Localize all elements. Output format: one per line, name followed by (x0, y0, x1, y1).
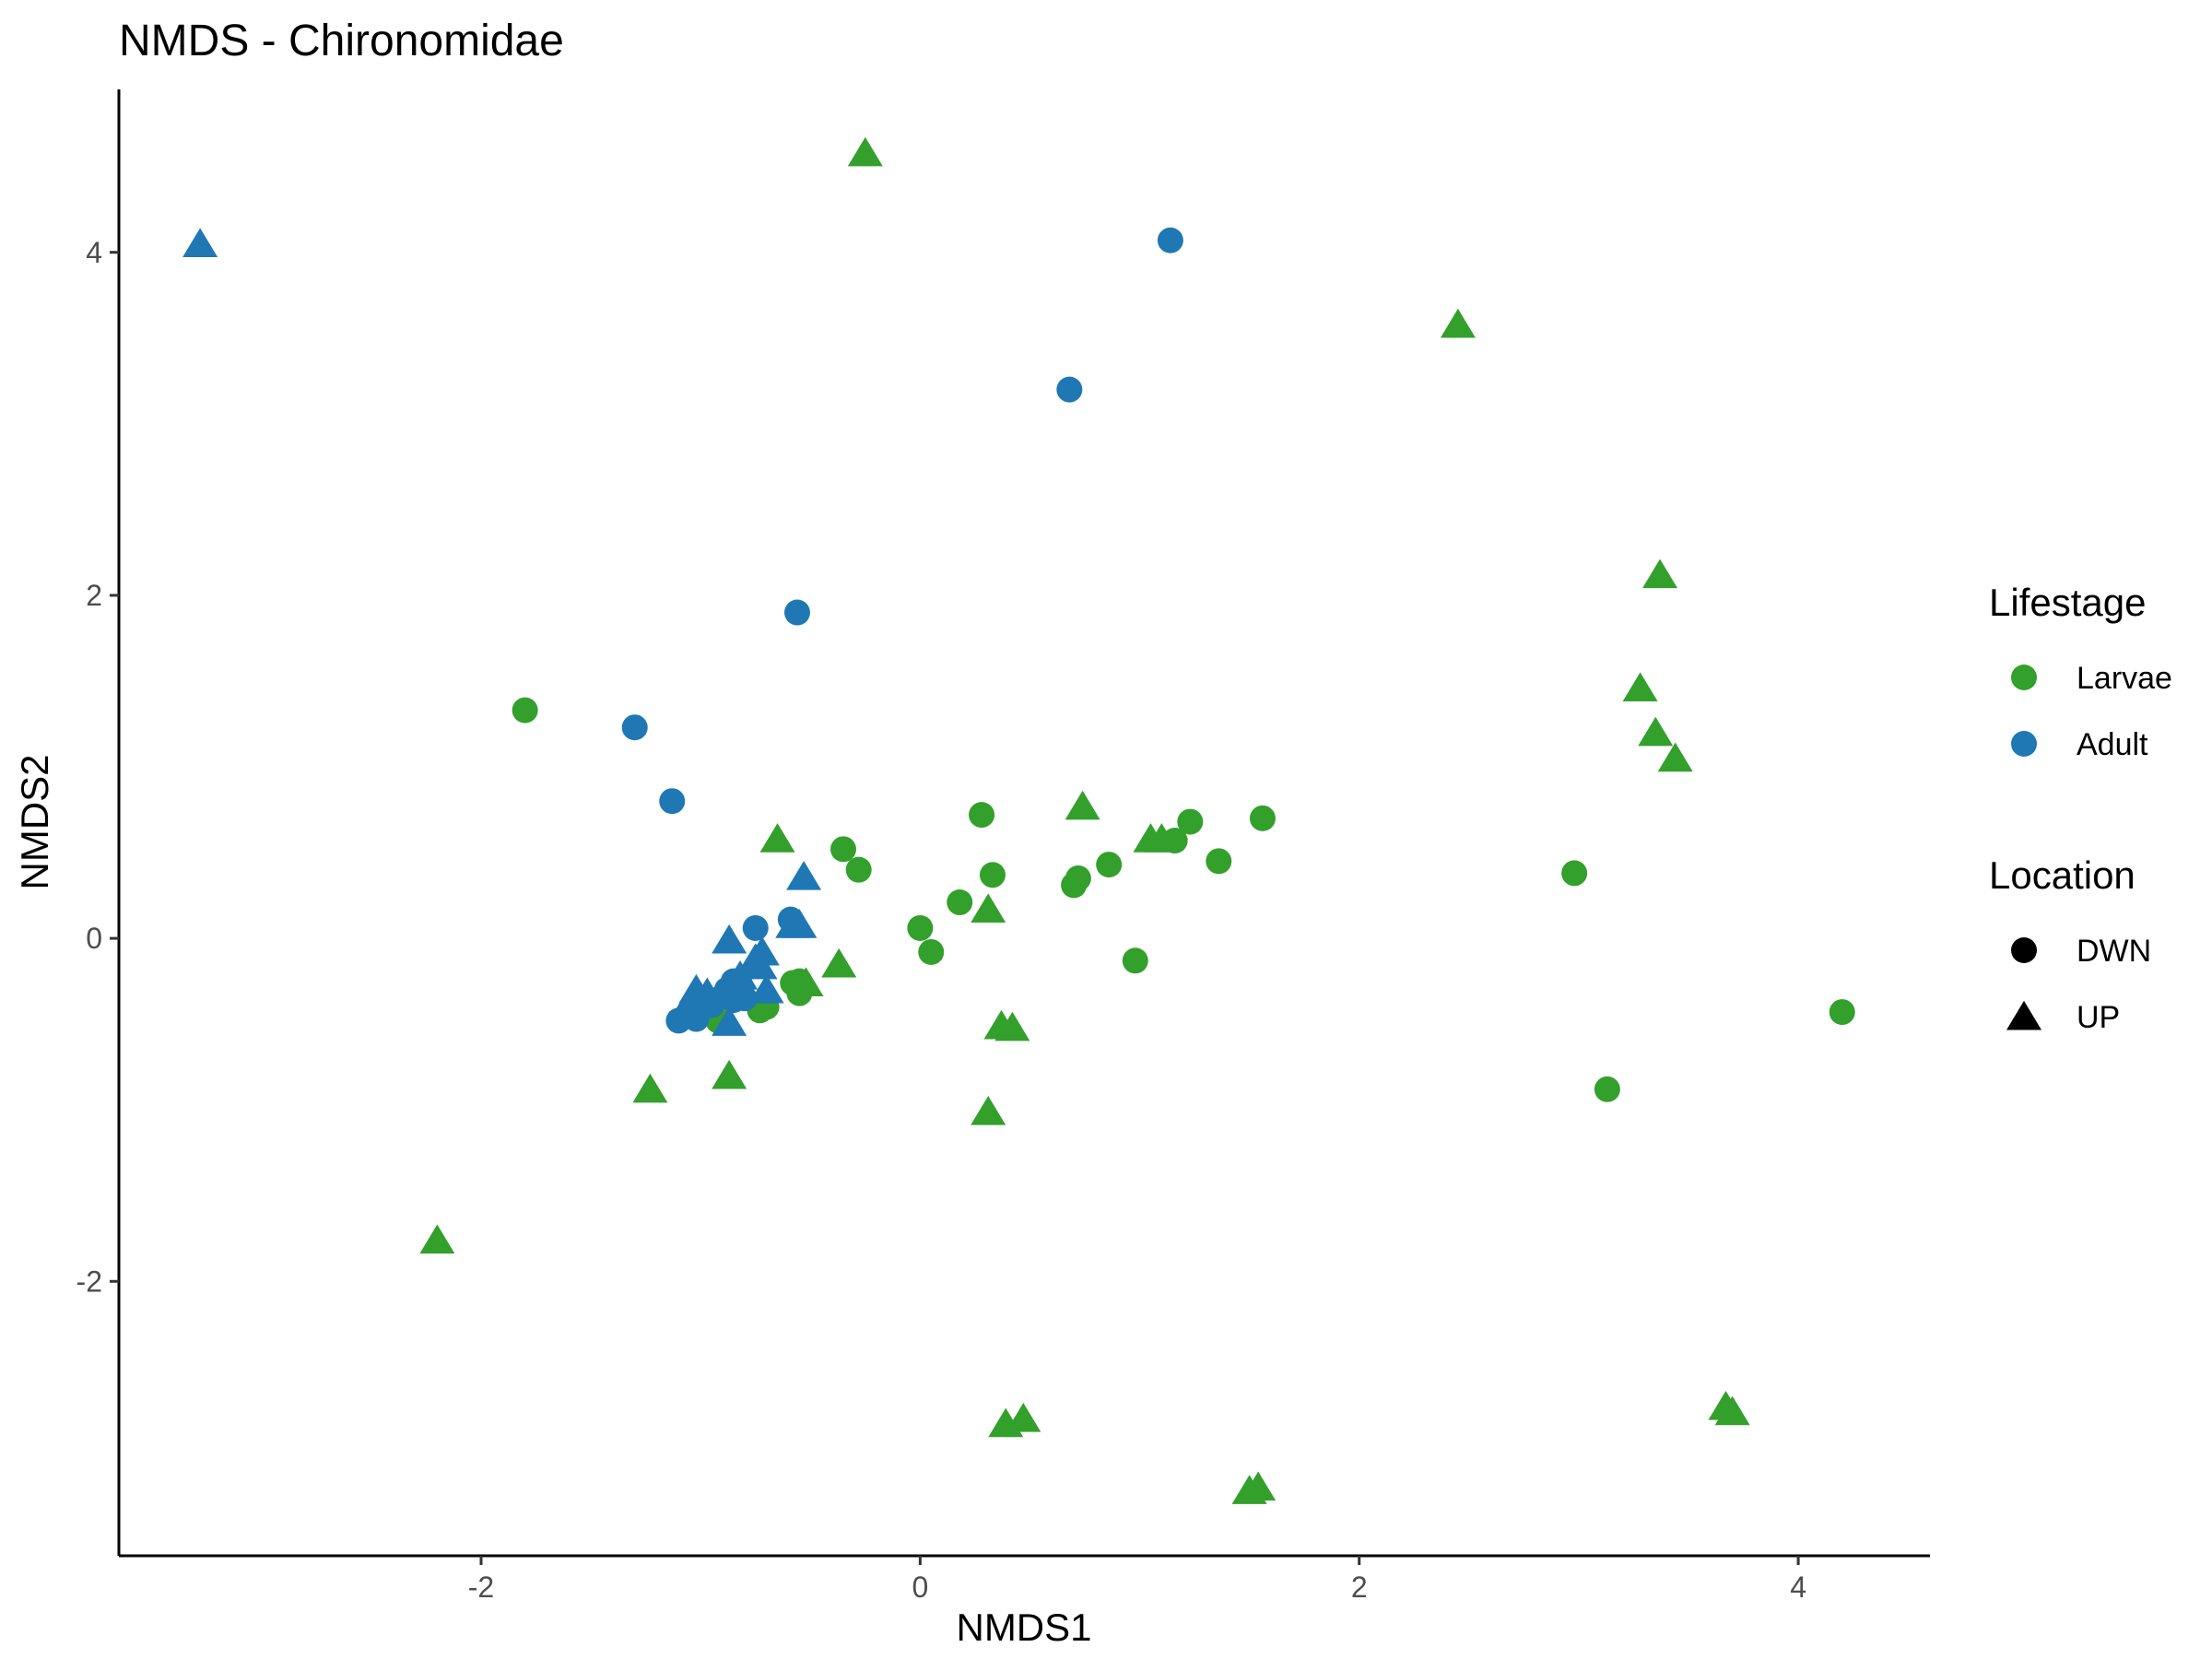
y-tick-label: 0 (86, 922, 102, 955)
larvae-dwn-point (1594, 1076, 1620, 1102)
legend-label-up: UP (2077, 1000, 2120, 1035)
adult-up-point (723, 959, 759, 990)
legend-label-larvae: Larvae (2077, 661, 2172, 696)
larvae-dwn-point (947, 889, 973, 916)
larvae-up-point (1144, 823, 1180, 853)
larvae-up-point (419, 1224, 455, 1254)
adult-dwn-point (720, 987, 747, 1014)
larvae-dwn-point (1206, 848, 1232, 875)
y-axis-title: NMDS2 (13, 754, 56, 889)
adult-up-point (742, 949, 778, 980)
adult-dwn-point (659, 788, 686, 815)
larvae-dwn-point (1096, 852, 1123, 878)
adult-dwn-point (783, 599, 810, 626)
larvae-up-point (1622, 672, 1658, 701)
larvae-up-point (1065, 790, 1100, 820)
legend-key-up (2006, 1000, 2041, 1030)
x-tick-label: -2 (468, 1571, 494, 1604)
larvae-up-point (821, 947, 857, 978)
legend-label-adult: Adult (2077, 727, 2148, 762)
legend-label-dwn: DWN (2077, 934, 2151, 969)
adult-up-point (748, 973, 784, 1004)
axes: -2 0 2 4 -2 0 2 4 (76, 89, 1930, 1604)
adult-dwn-point (621, 714, 648, 741)
x-tick-label: 0 (912, 1571, 928, 1604)
larvae-up-point (847, 136, 883, 167)
larvae-dwn-point (1829, 999, 1855, 1026)
larvae-up-point (788, 967, 824, 997)
chart-title: NMDS - Chironomidae (119, 17, 564, 65)
larvae-up-point (1638, 716, 1674, 747)
larvae-up-point (971, 893, 1006, 924)
adult-up-point (786, 861, 822, 890)
larvae-up-point (994, 1011, 1030, 1041)
y-tick-label: 2 (86, 579, 102, 612)
larvae-dwn-point (845, 856, 872, 883)
larvae-up-point (632, 1073, 668, 1103)
y-tick-label: -2 (76, 1265, 102, 1298)
larvae-up-point (971, 1095, 1006, 1125)
larvae-up-point (1657, 742, 1693, 772)
y-tick-label: 4 (86, 236, 102, 269)
legend-title: Lifestage (1989, 581, 2146, 624)
legend: Lifestage Larvae Adult Location DWN UP (1989, 581, 2172, 1035)
plot-area (182, 136, 1855, 1504)
larvae-dwn-point (969, 802, 995, 829)
larvae-dwn-point (1561, 860, 1588, 887)
larvae-up-point (1006, 1403, 1041, 1432)
adult-dwn-point (1056, 376, 1083, 403)
adult-up-point (712, 924, 747, 954)
legend-key-larvae (2011, 665, 2037, 690)
adult-up-point (712, 1006, 747, 1036)
larvae-dwn-point (979, 862, 1006, 888)
legend-key-dwn (2011, 937, 2037, 963)
larvae-up-point (759, 823, 795, 853)
larvae-up-point (1440, 308, 1476, 338)
larvae-dwn-point (1065, 865, 1091, 891)
x-tick-label: 2 (1351, 1571, 1368, 1604)
larvae-dwn-point (1122, 947, 1148, 974)
larvae-dwn-point (907, 914, 934, 941)
adult-dwn-point (742, 914, 769, 941)
larvae-dwn-point (512, 697, 538, 724)
x-axis-title: NMDS1 (956, 1606, 1091, 1649)
legend-title: Location (1989, 853, 2136, 897)
adult-up-point (775, 909, 811, 938)
legend-key-adult (2011, 731, 2037, 757)
larvae-dwn-point (1177, 808, 1204, 835)
adult-dwn-point (1157, 227, 1183, 253)
adult-up-point (182, 228, 218, 258)
larvae-up-point (1241, 1471, 1277, 1501)
adult-up-point (672, 985, 708, 1016)
larvae-up-point (712, 1059, 747, 1089)
x-tick-label: 4 (1790, 1571, 1806, 1604)
larvae-dwn-point (1249, 805, 1276, 831)
larvae-up-point (1642, 559, 1678, 589)
larvae-up-point (1714, 1395, 1750, 1426)
larvae-dwn-point (830, 836, 856, 863)
larvae-dwn-point (918, 938, 945, 965)
